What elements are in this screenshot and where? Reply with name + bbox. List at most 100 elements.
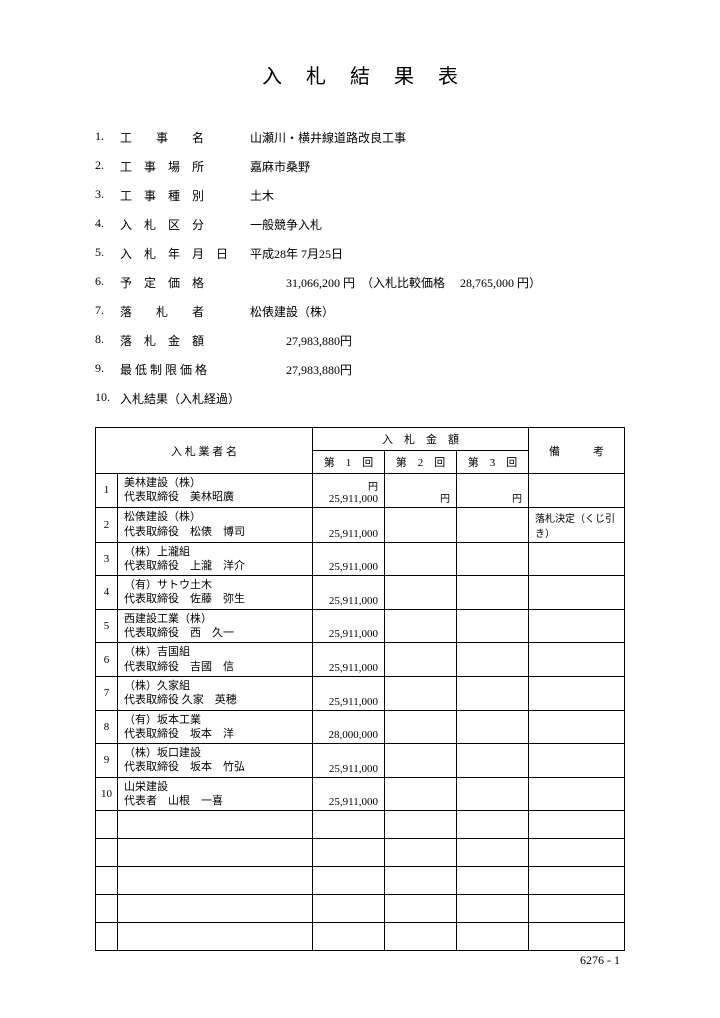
table-row-empty (96, 839, 625, 867)
row-number: 7 (96, 676, 118, 710)
note-cell (529, 474, 625, 508)
amount-round2 (385, 777, 457, 811)
info-row: 3.工 事 種 別土木 (95, 187, 625, 204)
col-amount: 入 札 金 額 (313, 428, 529, 451)
note-cell: 落札決定（くじ引き） (529, 507, 625, 542)
info-label: 入札結果（入札経過） (120, 390, 250, 407)
col-round1: 第 1 回 (313, 451, 385, 474)
col-bidder: 入 札 業 者 名 (96, 428, 313, 474)
note-cell (529, 609, 625, 643)
info-value: 一般競争入札 (250, 216, 625, 233)
info-value: 27,983,880円 (250, 361, 625, 378)
info-label: 落 札 者 (120, 303, 250, 320)
amount-round2 (385, 710, 457, 744)
info-row: 8.落 札 金 額 27,983,880円 (95, 332, 625, 349)
page-footer: 6276 - 1 (580, 953, 620, 968)
bidder-cell: （株）坂口建設代表取締役 坂本 竹弘 (118, 744, 313, 778)
info-num: 3. (95, 187, 120, 204)
info-section: 1.工 事 名山瀬川・横井線道路改良工事2.工 事 場 所嘉麻市桑野3.工 事 … (95, 129, 625, 407)
amount-round1: 25,911,000 (313, 542, 385, 576)
col-round3: 第 3 回 (457, 451, 529, 474)
table-row-empty (96, 895, 625, 923)
info-num: 6. (95, 274, 120, 291)
amount-round3 (457, 542, 529, 576)
info-value: 平成28年 7月25日 (250, 245, 625, 262)
note-cell (529, 710, 625, 744)
amount-round3 (457, 576, 529, 610)
info-label: 工 事 種 別 (120, 187, 250, 204)
info-num: 4. (95, 216, 120, 233)
info-label: 落 札 金 額 (120, 332, 250, 349)
info-row: 5.入 札 年 月 日平成28年 7月25日 (95, 245, 625, 262)
info-row: 9.最 低 制 限 価 格 27,983,880円 (95, 361, 625, 378)
amount-round1: 28,000,000 (313, 710, 385, 744)
info-label: 工 事 場 所 (120, 158, 250, 175)
info-num: 2. (95, 158, 120, 175)
note-cell (529, 542, 625, 576)
note-cell (529, 777, 625, 811)
amount-round3 (457, 777, 529, 811)
amount-round1: 25,911,000 (313, 777, 385, 811)
table-row: 5西建設工業（株）代表取締役 西 久一25,911,000 (96, 609, 625, 643)
amount-round2 (385, 676, 457, 710)
note-cell (529, 576, 625, 610)
info-row: 7.落 札 者松俵建設（株） (95, 303, 625, 320)
bidder-cell: （株）吉国組代表取締役 吉國 信 (118, 643, 313, 677)
info-row: 4.入 札 区 分一般競争入札 (95, 216, 625, 233)
bidder-cell: （株）久家組代表取締役 久家 英穂 (118, 676, 313, 710)
amount-round1: 25,911,000 (313, 643, 385, 677)
row-number: 9 (96, 744, 118, 778)
info-row: 6.予 定 価 格 31,066,200 円 （入札比較価格 28,765,00… (95, 274, 625, 291)
table-row: 1美林建設（株）代表取締役 美林昭廣円25,911,000円円 (96, 474, 625, 508)
info-value: 土木 (250, 187, 625, 204)
amount-round3: 円 (457, 474, 529, 508)
amount-round2 (385, 576, 457, 610)
info-num: 5. (95, 245, 120, 262)
info-label: 工 事 名 (120, 129, 250, 146)
info-num: 8. (95, 332, 120, 349)
amount-round2 (385, 643, 457, 677)
table-row: 2松俵建設（株）代表取締役 松俵 博司25,911,000 落札決定（くじ引き） (96, 507, 625, 542)
info-row: 1.工 事 名山瀬川・横井線道路改良工事 (95, 129, 625, 146)
bidder-cell: （有）サトウ土木代表取締役 佐藤 弥生 (118, 576, 313, 610)
bidder-cell: 山栄建設代表者 山根 一喜 (118, 777, 313, 811)
info-row: 2.工 事 場 所嘉麻市桑野 (95, 158, 625, 175)
amount-round1: 25,911,000 (313, 576, 385, 610)
amount-round2 (385, 542, 457, 576)
table-row: 9（株）坂口建設代表取締役 坂本 竹弘25,911,000 (96, 744, 625, 778)
bidder-cell: 西建設工業（株）代表取締役 西 久一 (118, 609, 313, 643)
amount-round1: 円25,911,000 (313, 474, 385, 508)
col-note: 備 考 (529, 428, 625, 474)
info-label: 入 札 年 月 日 (120, 245, 250, 262)
bidder-cell: 松俵建設（株）代表取締役 松俵 博司 (118, 507, 313, 542)
table-row: 4（有）サトウ土木代表取締役 佐藤 弥生25,911,000 (96, 576, 625, 610)
table-row: 10山栄建設代表者 山根 一喜25,911,000 (96, 777, 625, 811)
amount-round2 (385, 507, 457, 542)
note-cell (529, 744, 625, 778)
info-value (250, 390, 625, 407)
bidder-cell: （有）坂本工業代表取締役 坂本 洋 (118, 710, 313, 744)
bidder-cell: （株）上瀧組代表取締役 上瀧 洋介 (118, 542, 313, 576)
amount-round3 (457, 744, 529, 778)
amount-round3 (457, 710, 529, 744)
info-label: 入 札 区 分 (120, 216, 250, 233)
info-value: 嘉麻市桑野 (250, 158, 625, 175)
info-num: 7. (95, 303, 120, 320)
amount-round2 (385, 744, 457, 778)
bid-table: 入 札 業 者 名 入 札 金 額 備 考 第 1 回 第 2 回 第 3 回 … (95, 427, 625, 951)
amount-round1: 25,911,000 (313, 507, 385, 542)
row-number: 2 (96, 507, 118, 542)
row-number: 4 (96, 576, 118, 610)
col-round2: 第 2 回 (385, 451, 457, 474)
table-row: 7（株）久家組代表取締役 久家 英穂25,911,000 (96, 676, 625, 710)
info-value: 山瀬川・横井線道路改良工事 (250, 129, 625, 146)
row-number: 6 (96, 643, 118, 677)
info-value: 松俵建設（株） (250, 303, 625, 320)
table-row: 6（株）吉国組代表取締役 吉國 信25,911,000 (96, 643, 625, 677)
amount-round3 (457, 676, 529, 710)
amount-round1: 25,911,000 (313, 609, 385, 643)
info-value: 31,066,200 円 （入札比較価格 28,765,000 円） (250, 274, 625, 291)
table-row-empty (96, 923, 625, 951)
table-row-empty (96, 867, 625, 895)
info-label: 予 定 価 格 (120, 274, 250, 291)
